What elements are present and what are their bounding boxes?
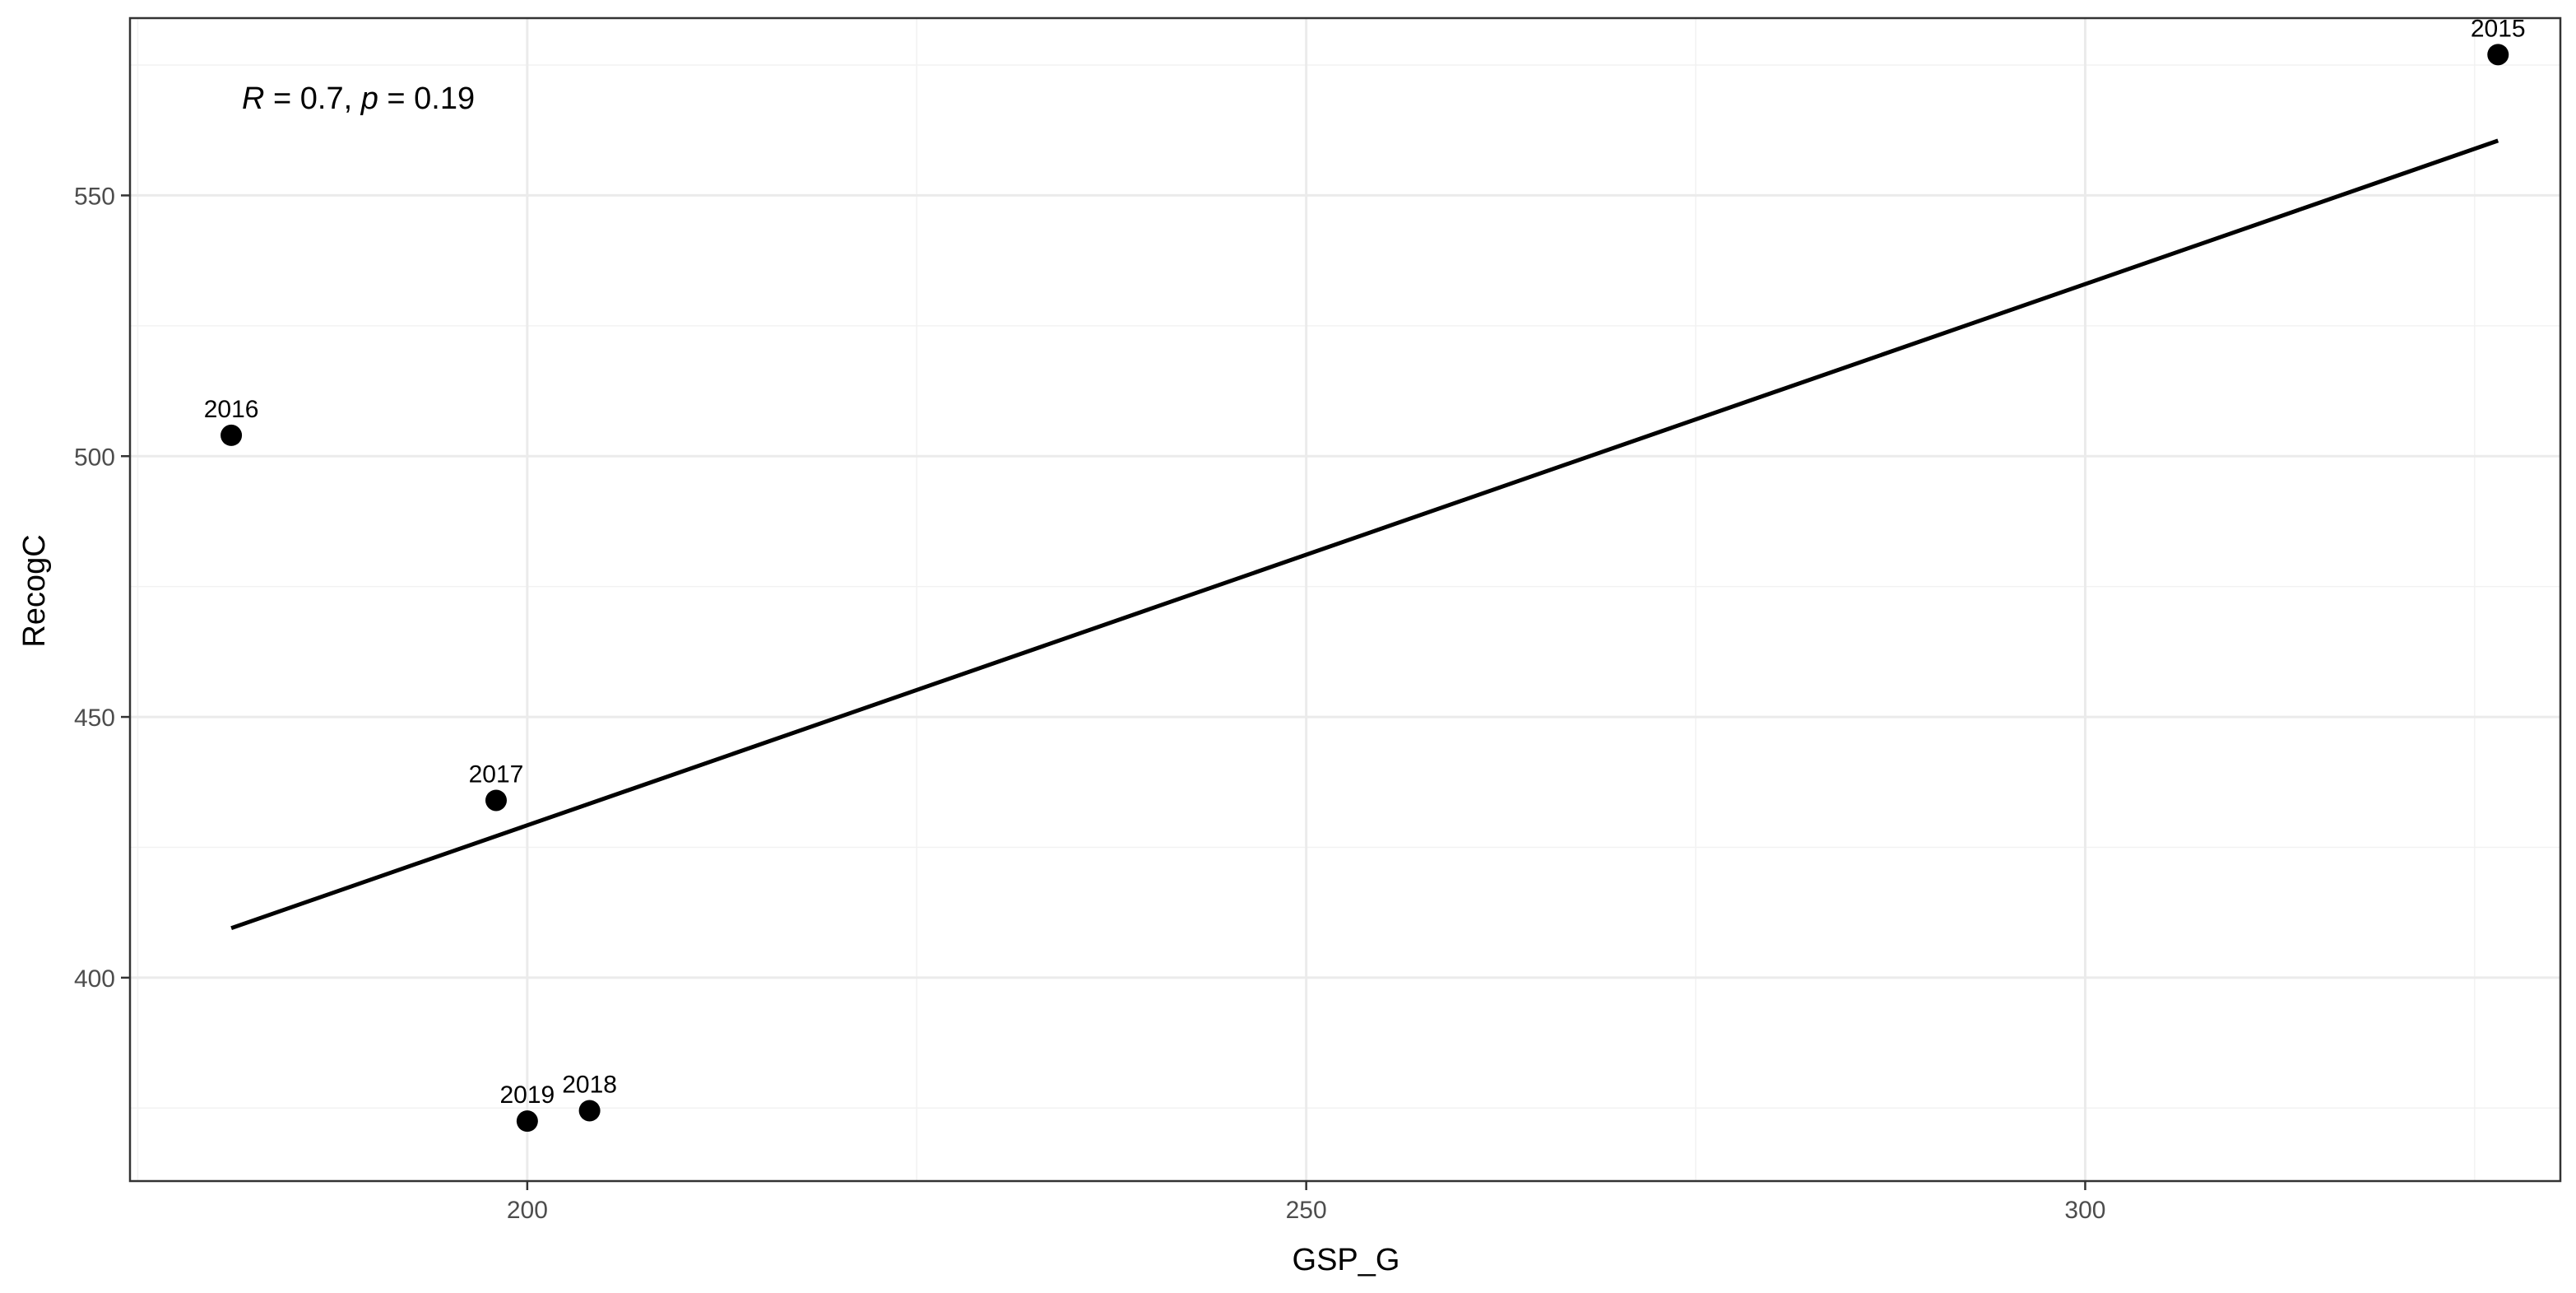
y-tick-label: 400 (74, 965, 115, 993)
r-symbol: R (242, 81, 264, 116)
y-axis-title: RecogC (17, 534, 52, 647)
x-axis-title: GSP_G (1293, 1243, 1400, 1277)
data-points (220, 44, 2509, 1133)
axis-ticks (121, 194, 2086, 1190)
panel-border (128, 16, 2562, 1183)
r-value: = 0.7, (264, 81, 360, 116)
data-point (2487, 44, 2509, 66)
data-point (578, 1100, 601, 1122)
y-tick-label: 550 (74, 183, 115, 210)
p-symbol: p (360, 81, 378, 116)
correlation-annotation: R = 0.7, p = 0.19 (242, 81, 475, 116)
x-tick-label: 250 (1286, 1197, 1327, 1224)
data-point-label: 2015 (2471, 15, 2526, 42)
data-point-label: 2018 (562, 1071, 617, 1098)
point-labels: 2015 2016 2017 2018 2019 (204, 15, 2526, 1109)
minor-grid (130, 18, 2560, 1181)
data-point (220, 424, 243, 446)
p-value: = 0.19 (378, 81, 475, 116)
x-tick-label: 200 (507, 1197, 548, 1224)
major-grid (130, 18, 2560, 1181)
data-point-label: 2017 (469, 760, 524, 788)
regression-line (230, 138, 2499, 931)
y-tick-label: 450 (74, 705, 115, 732)
data-point-label: 2019 (499, 1081, 555, 1109)
data-point-label: 2016 (204, 396, 259, 423)
y-tick-labels: 400 450 500 550 (74, 183, 115, 992)
x-tick-label: 300 (2064, 1197, 2105, 1224)
x-tick-labels: 200 250 300 (507, 1197, 2106, 1224)
data-point (485, 789, 507, 812)
data-point (516, 1110, 538, 1133)
y-tick-label: 500 (74, 444, 115, 471)
